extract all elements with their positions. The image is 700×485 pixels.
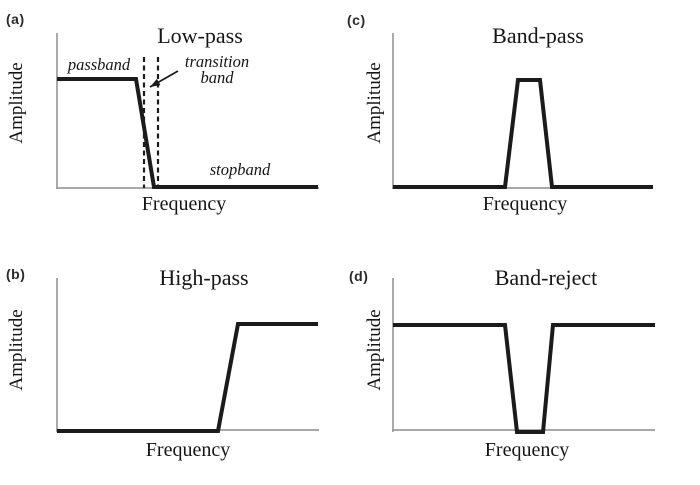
panel-b-letter: (b) bbox=[6, 266, 26, 282]
passband-annotation: passband bbox=[67, 55, 131, 74]
panel-d-xlabel: Frequency bbox=[484, 439, 570, 461]
panel-b-ylabel: Amplitude bbox=[6, 309, 27, 391]
panel-c-xlabel: Frequency bbox=[482, 193, 568, 215]
panel-b-title: High-pass bbox=[159, 265, 249, 290]
panel-d-title: Band-reject bbox=[494, 265, 598, 290]
panel-d-letter: (d) bbox=[349, 268, 369, 284]
panel-c-plot bbox=[392, 33, 653, 189]
panel-a-letter: (a) bbox=[6, 11, 25, 27]
panel-d-plot bbox=[392, 278, 655, 434]
panel-d-bandreject: (d) Band-reject Amplitude Frequency bbox=[349, 240, 700, 485]
transition-band-line1: transition bbox=[184, 52, 250, 71]
panel-b-highpass: (b) High-pass Amplitude Frequency bbox=[0, 240, 350, 485]
panel-a-lowpass: (a) Low-pass Amplitude Frequency passban… bbox=[0, 0, 350, 240]
panel-a-title: Low-pass bbox=[157, 23, 243, 48]
transition-band-annotation: transition band bbox=[175, 52, 259, 87]
panel-a-ylabel: Amplitude bbox=[6, 62, 27, 144]
panel-c-letter: (c) bbox=[347, 12, 366, 28]
panel-c-title: Band-pass bbox=[492, 23, 584, 48]
panel-b-xlabel: Frequency bbox=[145, 439, 231, 461]
panel-a-plot bbox=[56, 33, 319, 189]
panel-c-bandpass: (c) Band-pass Amplitude Frequency bbox=[347, 0, 700, 240]
panel-d-ylabel: Amplitude bbox=[364, 309, 385, 391]
panel-a-xlabel: Frequency bbox=[141, 193, 227, 215]
transition-band-line2: band bbox=[200, 68, 234, 87]
panel-c-ylabel: Amplitude bbox=[364, 62, 385, 144]
panel-b-plot bbox=[56, 278, 319, 433]
stopband-annotation: stopband bbox=[209, 160, 271, 179]
